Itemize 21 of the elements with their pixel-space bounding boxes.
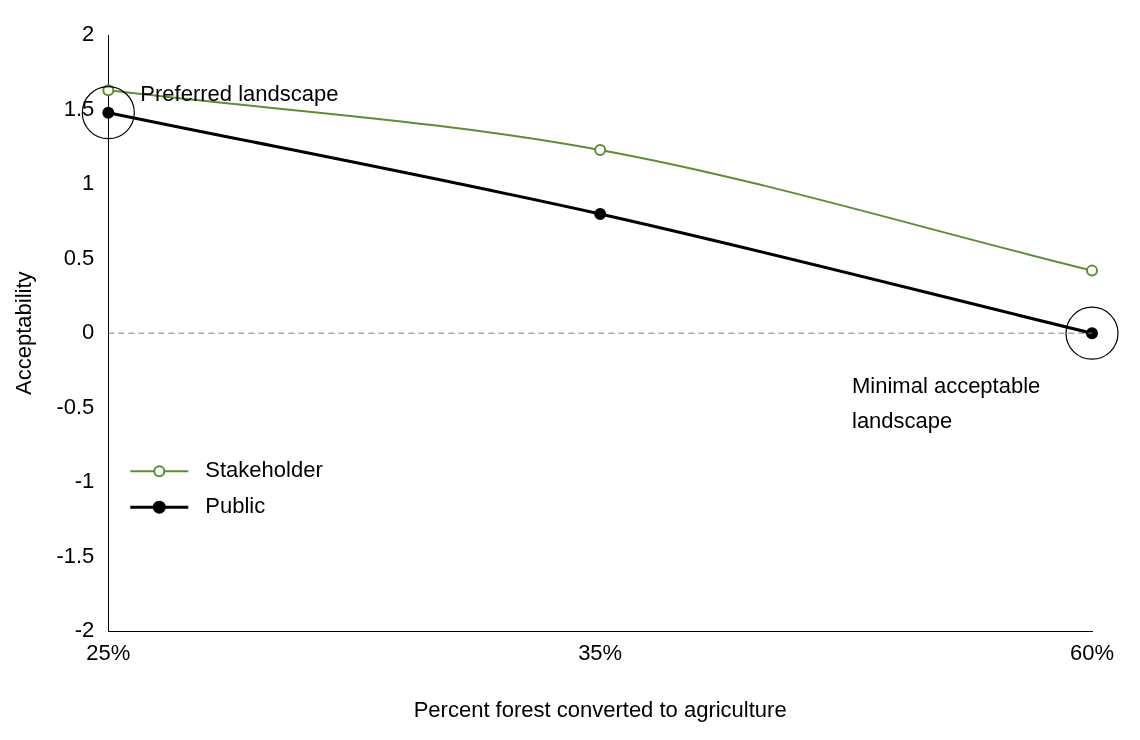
y-axis-title: Acceptability <box>11 271 37 395</box>
x-tick-label: 60% <box>1069 640 1115 666</box>
y-tick-label: 1 <box>82 170 95 196</box>
x-axis-title: Percent forest converted to agriculture <box>413 696 787 722</box>
y-tick-label: -1 <box>74 468 95 494</box>
annotation: Minimal acceptable landscape <box>852 373 1041 434</box>
y-tick-label: 0.5 <box>63 244 95 270</box>
y-tick-label: -1.5 <box>56 542 95 568</box>
legend-label: Public <box>205 493 266 519</box>
point <box>1086 327 1098 340</box>
y-tick-label: -0.5 <box>56 393 95 419</box>
y-tick-label: -2 <box>74 617 95 643</box>
legend-label: Stakeholder <box>205 457 323 483</box>
y-tick-label: 2 <box>82 21 95 47</box>
point <box>102 106 115 119</box>
point <box>1086 264 1098 277</box>
y-tick-label: 0 <box>82 319 95 345</box>
point <box>594 143 607 156</box>
x-tick-label: 35% <box>578 640 623 666</box>
point <box>594 208 607 220</box>
x-tick-label: 25% <box>86 640 131 666</box>
